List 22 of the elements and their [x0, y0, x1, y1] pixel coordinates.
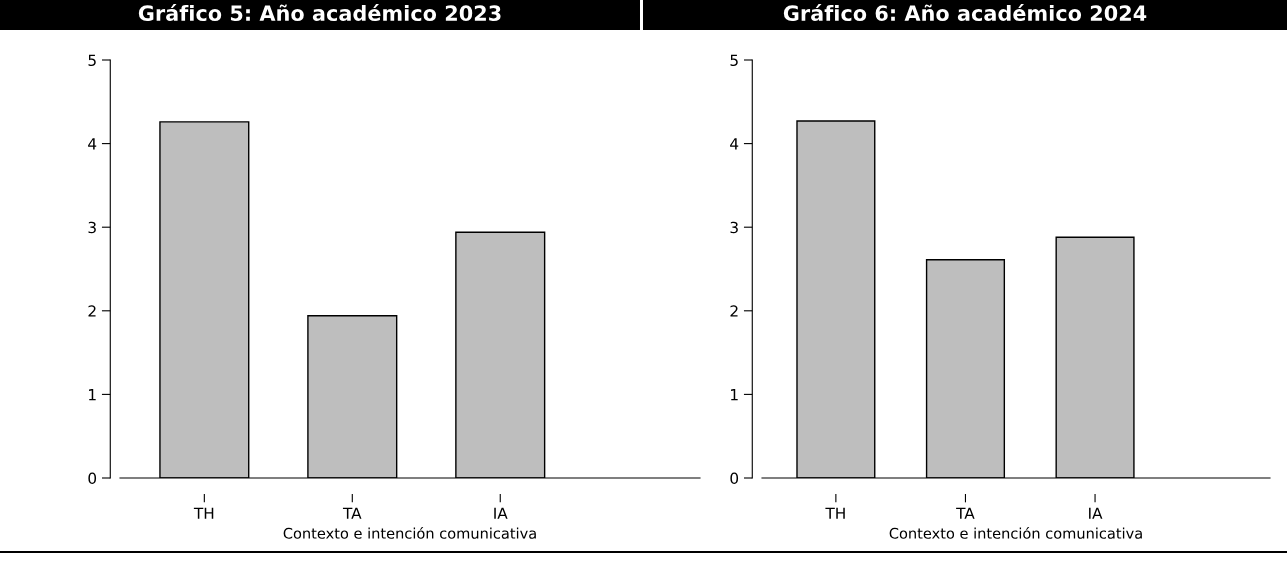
y-tick-label: 4	[730, 138, 739, 150]
chart-title: Gráfico 6: Año académico 2024	[783, 4, 1147, 22]
y-tick-label: 5	[730, 54, 738, 67]
x-tick-label: IA	[1089, 507, 1103, 519]
y-tick-label: 2	[88, 305, 96, 317]
x-tick-label: TH	[825, 507, 845, 519]
y-tick-label: 3	[88, 221, 96, 234]
x-tick-label: TA	[342, 507, 362, 519]
chart-title: Gráfico 5: Año académico 2023	[138, 4, 501, 22]
x-axis-title: Contexto e intención comunicativa	[283, 526, 536, 539]
y-tick-label: 4	[88, 138, 97, 150]
x-tick-label: IA	[494, 507, 508, 519]
x-tick-label: TH	[193, 507, 214, 519]
y-tick-label: 1	[731, 389, 738, 401]
y-tick-label: 2	[730, 305, 738, 317]
y-tick-label: 1	[89, 389, 96, 401]
x-axis-title: Contexto e intención comunicativa	[889, 526, 1142, 539]
y-tick-label: 0	[730, 472, 739, 485]
y-tick-label: 5	[88, 54, 96, 67]
x-tick-label: TA	[956, 507, 975, 519]
y-tick-label: 0	[88, 472, 97, 485]
y-tick-label: 3	[730, 221, 738, 234]
